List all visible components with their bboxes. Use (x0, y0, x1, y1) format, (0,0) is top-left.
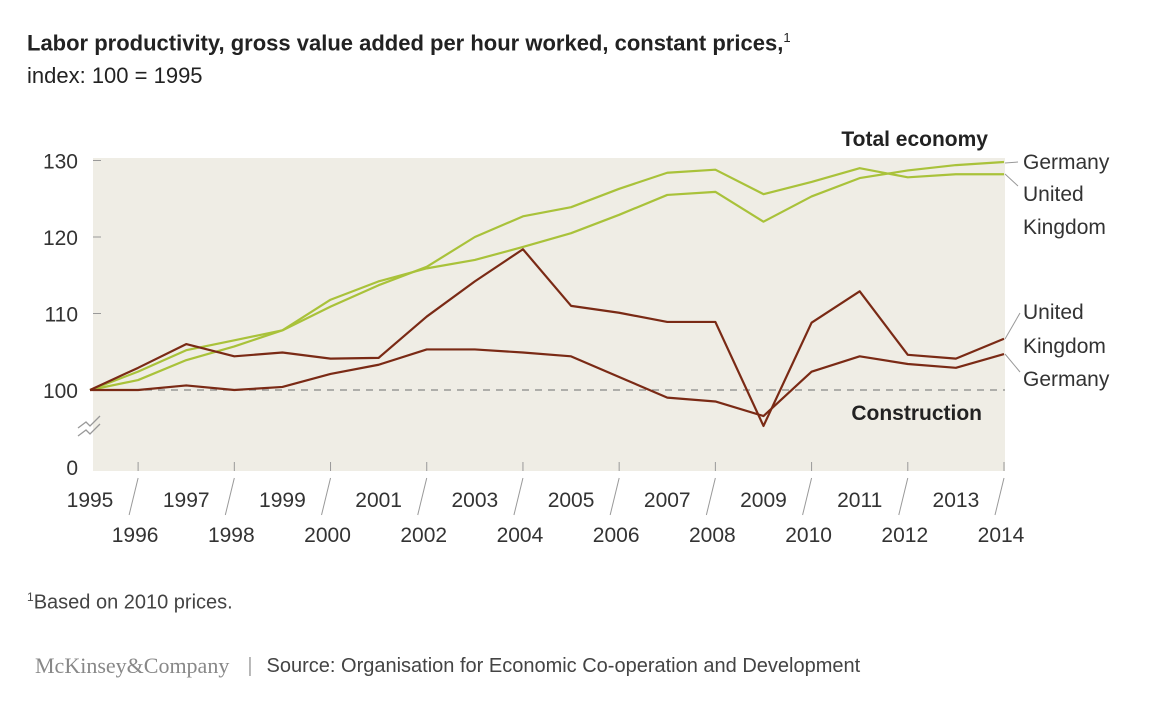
series-end-label: United (1023, 183, 1084, 206)
x-tick-label: 2011 (837, 489, 882, 512)
series-end-label: United (1023, 301, 1084, 324)
x-tick-label: 2006 (593, 524, 640, 547)
x-tick-label: 2007 (644, 489, 691, 512)
series-end-label: Kingdom (1023, 216, 1106, 239)
y-tick-label: 120 (43, 227, 78, 250)
x-tick-connector (705, 477, 716, 516)
x-tick-label: 2010 (785, 524, 832, 547)
series-line-construction-united-kingdom (89, 248, 1005, 428)
footnote: 1Based on 2010 prices. (27, 590, 233, 615)
x-tick-connector (609, 477, 620, 516)
y-tick-label: 130 (43, 151, 78, 174)
mckinsey-logo: McKinsey&Company (35, 653, 230, 678)
x-tick-label: 1996 (112, 524, 159, 547)
x-tick-label: 1995 (67, 489, 114, 512)
x-tick-label: 2002 (400, 524, 447, 547)
series-line-total-economy-united-kingdom (89, 167, 1004, 392)
x-tick-label: 2005 (548, 489, 595, 512)
x-tick-label: 2000 (304, 524, 351, 547)
y-tick-label: 100 (43, 380, 78, 403)
x-tick-label: 1998 (208, 524, 255, 547)
y-tick-label: 0 (66, 457, 78, 480)
footer: McKinsey&Company | Source: Organisation … (35, 653, 860, 679)
footnote-mark: 1 (27, 590, 34, 604)
x-tick-label: 2012 (881, 524, 928, 547)
x-tick-connector (128, 477, 139, 516)
leader-line (1004, 161, 1019, 164)
x-tick-connector (417, 477, 428, 516)
series-end-label: Germany (1023, 368, 1110, 391)
chart-title: Labor productivity, gross value added pe… (27, 30, 791, 56)
title-footnote-mark: 1 (783, 30, 791, 45)
footer-separator: | (247, 654, 253, 677)
y-tick-label: 110 (45, 304, 78, 327)
leader-line (1004, 312, 1021, 340)
axis-break-icon (77, 415, 101, 437)
group-label-construction: Construction (851, 402, 982, 425)
x-tick-connector (994, 477, 1005, 516)
footnote-text: Based on 2010 prices. (33, 591, 233, 614)
x-tick-connector (224, 477, 235, 516)
chart-subtitle: index: 100 = 1995 (27, 63, 203, 88)
x-tick-label: 2001 (355, 489, 402, 512)
group-label-total-economy: Total economy (841, 128, 988, 151)
x-tick-connector (802, 477, 813, 516)
series-end-label: Germany (1023, 151, 1110, 174)
x-tick-label: 2008 (689, 524, 736, 547)
x-tick-label: 2009 (740, 489, 787, 512)
leader-line (1004, 173, 1019, 187)
x-tick-label: 2013 (933, 489, 980, 512)
x-tick-label: 1997 (163, 489, 210, 512)
source-text: Source: Organisation for Economic Co-ope… (266, 654, 861, 677)
series-end-label: Kingdom (1023, 335, 1106, 358)
plot-area (93, 158, 1005, 471)
series-line-total-economy-germany (89, 160, 1005, 392)
title-text: Labor productivity, gross value added pe… (27, 30, 784, 56)
x-tick-label: 1999 (259, 489, 306, 512)
x-tick-connector (321, 477, 332, 516)
x-tick-label: 2004 (497, 524, 544, 547)
x-tick-label: 2014 (978, 524, 1025, 547)
x-tick-connector (898, 477, 909, 516)
leader-line (1004, 353, 1021, 373)
x-tick-connector (513, 477, 524, 516)
series-line-construction-germany (90, 348, 1005, 418)
x-tick-label: 2003 (451, 489, 498, 512)
